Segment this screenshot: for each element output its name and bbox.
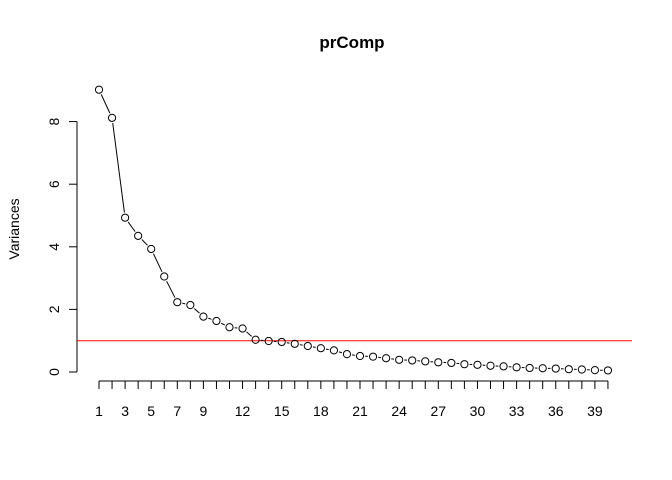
series-segment	[338, 351, 343, 354]
x-tick-label: 36	[548, 403, 564, 419]
data-point	[94, 85, 104, 94]
x-tick-label: 30	[470, 403, 486, 419]
data-point	[277, 337, 286, 347]
series-segment	[246, 331, 252, 337]
data-point	[421, 357, 430, 366]
data-point	[499, 362, 508, 371]
data-point	[395, 355, 404, 364]
data-point	[590, 366, 600, 375]
y-tick-label: 0	[46, 368, 62, 376]
y-tick-label: 4	[46, 243, 62, 251]
data-point	[147, 244, 156, 254]
series-segment	[127, 221, 136, 232]
x-tick-label: 5	[147, 403, 155, 419]
data-point	[303, 341, 312, 351]
x-tick-label: 39	[587, 403, 603, 419]
data-point	[355, 351, 365, 361]
x-tick-label: 27	[431, 403, 447, 419]
data-point	[173, 298, 182, 307]
series-segment	[193, 308, 200, 314]
x-tick-label: 18	[313, 403, 329, 419]
data-point	[160, 272, 169, 281]
data-point	[382, 354, 391, 363]
data-point	[577, 365, 586, 374]
data-point	[134, 231, 143, 240]
data-point	[564, 365, 573, 374]
x-tick-label: 1	[95, 403, 103, 419]
y-axis: 0 2 4 6 8	[46, 117, 78, 376]
data-point	[121, 213, 130, 222]
data-point	[238, 324, 247, 333]
data-point	[434, 358, 443, 367]
data-point	[447, 358, 456, 368]
x-tick-label: 9	[200, 403, 208, 419]
series-segment	[152, 253, 163, 273]
series-segment	[166, 280, 176, 298]
x-tick-label: 24	[391, 403, 407, 419]
x-tick-label: 21	[352, 403, 368, 419]
data-point	[603, 366, 613, 375]
data-point	[551, 364, 560, 373]
y-axis-label: Variances	[6, 198, 22, 259]
data-point	[525, 363, 534, 373]
data-point	[538, 364, 547, 373]
data-point	[212, 316, 221, 326]
data-point	[107, 113, 117, 122]
data-point	[316, 344, 325, 353]
x-tick-label: 12	[235, 403, 251, 419]
x-tick-label: 33	[509, 403, 525, 419]
data-point	[225, 323, 234, 332]
y-tick-label: 8	[46, 117, 62, 125]
series-segment	[208, 317, 212, 320]
series-segment	[112, 122, 125, 213]
x-tick-label: 7	[173, 403, 181, 419]
series-segment	[141, 239, 148, 246]
data-point	[342, 350, 352, 359]
x-tick-label: 15	[274, 403, 290, 419]
variance-series	[94, 85, 613, 375]
data-point	[329, 346, 338, 355]
data-point	[460, 360, 469, 369]
x-tick-label: 3	[121, 403, 129, 419]
data-point	[264, 336, 273, 346]
chart-title: prComp	[319, 33, 384, 52]
data-point	[473, 360, 482, 369]
x-axis: 1 3 5 7 9 12 15 18 21 24 27 30 33 36 39	[95, 380, 609, 419]
data-point	[512, 363, 521, 372]
series-segment	[220, 322, 226, 326]
data-point	[368, 352, 378, 361]
data-point	[486, 361, 495, 370]
series-segment	[100, 94, 111, 114]
series-segment	[182, 302, 186, 305]
data-point	[251, 335, 260, 344]
data-point	[408, 356, 417, 365]
data-point	[290, 339, 299, 348]
y-tick-label: 6	[46, 180, 62, 188]
y-tick-label: 2	[46, 305, 62, 313]
data-point	[186, 300, 195, 310]
data-point	[199, 312, 208, 321]
